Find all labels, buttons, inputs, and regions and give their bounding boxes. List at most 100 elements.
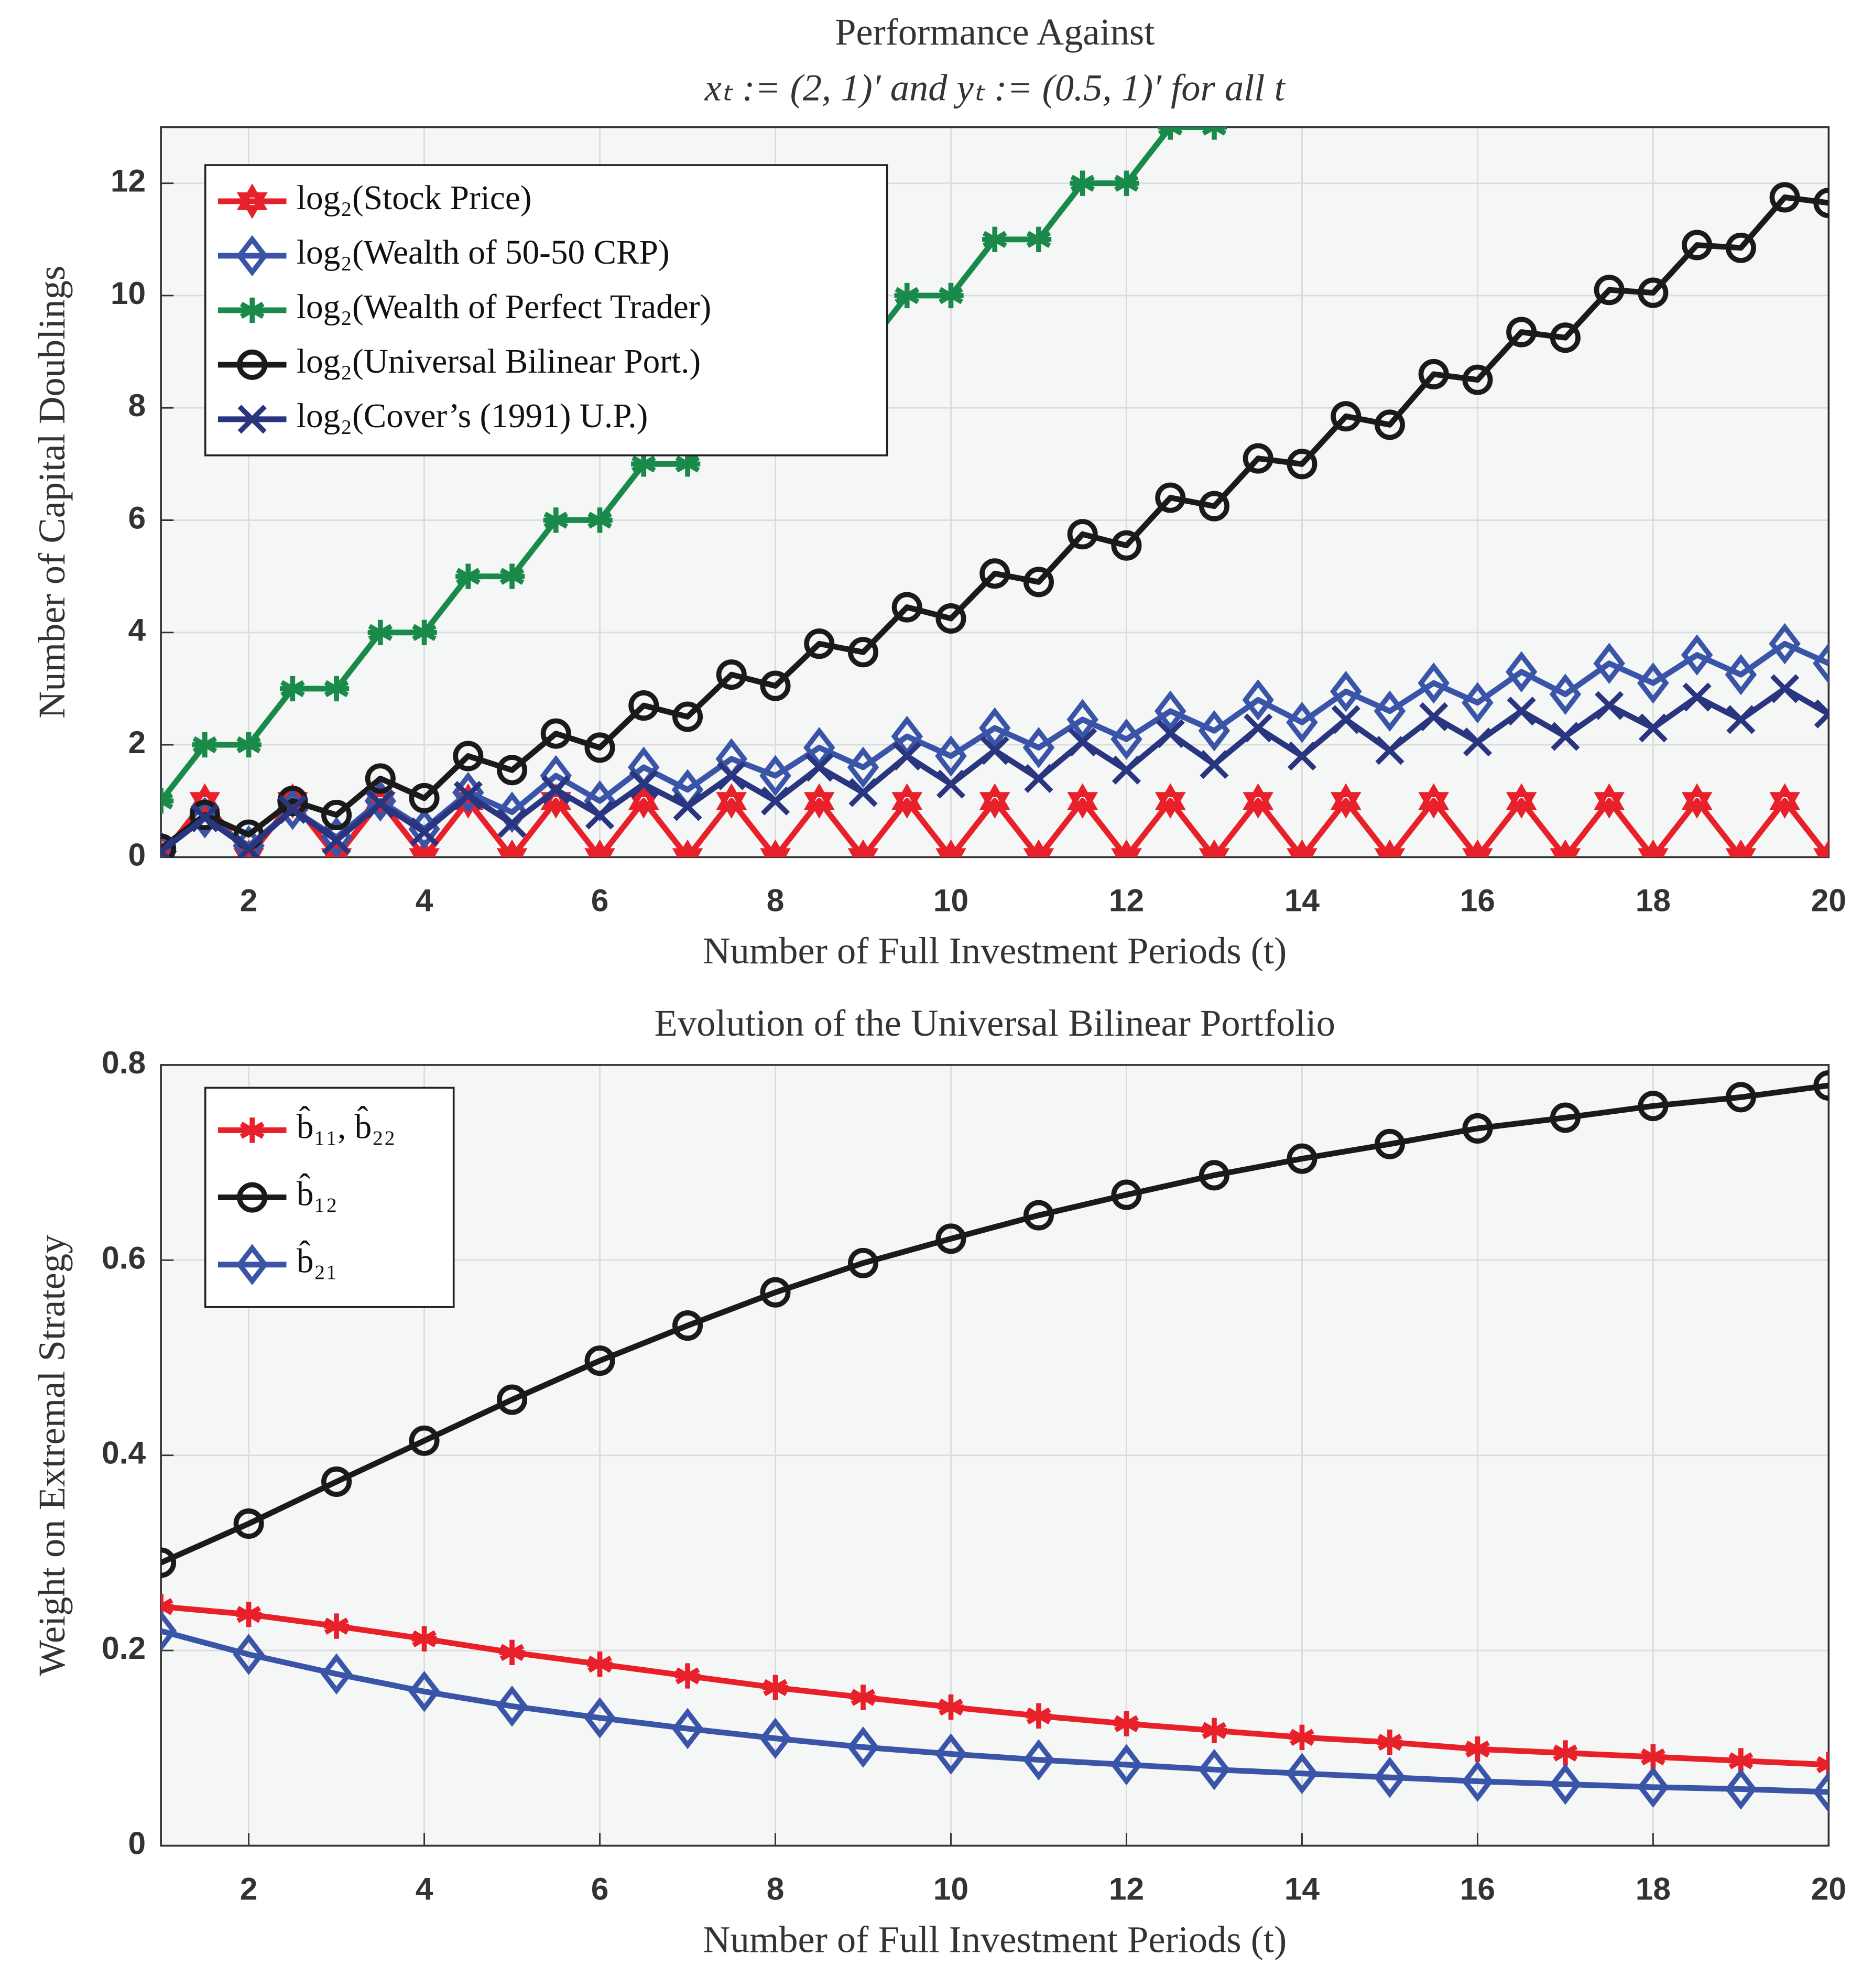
x-axis-label: Number of Full Investment Periods (t) <box>703 1918 1287 1960</box>
series-marker <box>1110 718 1142 760</box>
series-marker <box>1594 783 1625 819</box>
series-marker <box>1726 705 1756 734</box>
series-marker <box>1462 839 1493 857</box>
x-tick-label: 20 <box>1811 882 1846 918</box>
x-tick-label: 14 <box>1284 882 1320 918</box>
series-marker <box>1638 277 1669 308</box>
series-marker <box>161 1547 177 1578</box>
series-marker <box>455 563 481 589</box>
series-marker <box>1770 674 1800 703</box>
series-marker <box>1593 643 1625 685</box>
series-marker <box>1505 651 1538 693</box>
series-marker <box>1330 783 1362 819</box>
series-marker <box>1682 682 1712 712</box>
series-line <box>161 798 1829 857</box>
legend-marker <box>237 349 268 380</box>
series-marker <box>1156 719 1185 748</box>
series-marker <box>1154 690 1186 732</box>
series-marker <box>935 839 966 857</box>
series-marker <box>1068 727 1097 757</box>
y-tick-label: 8 <box>128 387 146 423</box>
series-marker <box>760 786 790 816</box>
legend-label: b̂₁₁, b̂₂₂ <box>297 1106 396 1146</box>
series-marker <box>759 755 791 797</box>
series-marker <box>1813 643 1829 685</box>
y-tick-label: 0.2 <box>102 1630 146 1666</box>
series-marker <box>803 783 835 819</box>
series-marker <box>1725 232 1756 263</box>
series-marker <box>497 809 527 838</box>
series-marker <box>1419 702 1449 732</box>
series-marker <box>1026 226 1052 252</box>
series-marker <box>1067 783 1098 819</box>
series-marker <box>1155 482 1186 513</box>
legend-box <box>204 164 888 457</box>
series-marker <box>585 800 615 830</box>
series-marker <box>672 839 703 857</box>
series-marker <box>1287 741 1317 771</box>
series-marker <box>763 1675 788 1701</box>
series-marker <box>672 1310 703 1341</box>
series-marker <box>935 1733 967 1775</box>
series-marker <box>321 800 352 830</box>
series-marker <box>892 741 922 771</box>
series-marker <box>367 620 394 645</box>
series-marker <box>1769 783 1800 819</box>
series-marker <box>280 676 306 702</box>
legend-marker <box>236 1244 268 1286</box>
series-layer <box>161 1070 1829 1813</box>
series-marker <box>1725 1082 1756 1113</box>
series-marker <box>233 1634 265 1675</box>
series-marker <box>1813 1771 1829 1813</box>
x-tick-label: 8 <box>767 882 785 918</box>
series-marker <box>1550 839 1581 857</box>
series-marker <box>847 746 879 788</box>
series-marker <box>1550 1102 1581 1133</box>
series-marker <box>366 789 395 819</box>
series-marker <box>848 778 878 807</box>
series-marker <box>717 761 746 790</box>
series-marker <box>671 1708 704 1750</box>
series-marker <box>935 603 966 634</box>
series-marker <box>234 834 264 857</box>
series-layer <box>161 127 1829 857</box>
series-marker <box>673 792 702 821</box>
series-marker <box>1111 839 1142 857</box>
series-marker <box>978 707 1011 749</box>
series-marker <box>1769 182 1800 213</box>
series-marker <box>1418 662 1450 704</box>
series-marker <box>1199 1160 1229 1191</box>
series-marker <box>938 1694 964 1720</box>
series-marker <box>587 507 613 533</box>
series-marker <box>1026 1703 1052 1729</box>
series-marker <box>1725 839 1757 857</box>
series-marker <box>497 1384 528 1415</box>
series-marker <box>1114 170 1139 196</box>
series-marker <box>1155 783 1186 819</box>
series-marker <box>1638 713 1668 743</box>
series-marker <box>543 507 569 533</box>
series-marker <box>496 1685 528 1727</box>
plot-frame <box>160 1064 1830 1847</box>
series-marker <box>1287 839 1317 857</box>
series-marker <box>1725 1768 1757 1810</box>
series-marker <box>628 690 659 721</box>
series-marker <box>1070 170 1095 196</box>
series-marker <box>1287 1143 1317 1174</box>
series-marker <box>322 825 351 855</box>
plot-frame <box>160 126 1830 859</box>
series-marker <box>629 769 658 799</box>
series-marker <box>499 563 525 589</box>
series-marker <box>1462 1761 1494 1802</box>
x-tick-label: 6 <box>591 1871 609 1907</box>
series-marker <box>587 1651 613 1677</box>
series-marker <box>409 817 439 846</box>
series-marker <box>584 839 615 857</box>
series-marker <box>411 620 437 645</box>
series-marker <box>496 791 528 833</box>
y-tick-label: 2 <box>128 724 146 760</box>
legend-label: log₂(Universal Bilinear Port.) <box>297 343 701 381</box>
series-marker <box>980 736 1009 765</box>
series-marker <box>1112 755 1141 785</box>
series-marker <box>1418 783 1449 819</box>
